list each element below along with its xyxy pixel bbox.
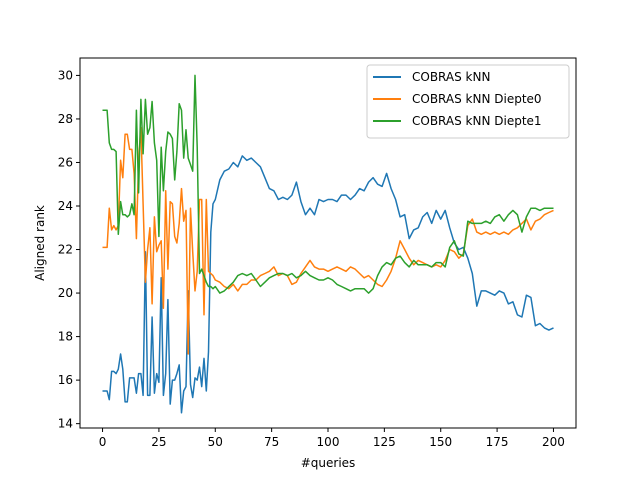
y-axis-label: Aligned rank (33, 205, 47, 281)
series-line-2 (102, 74, 554, 294)
y-tick-label: 18 (58, 330, 73, 344)
y-axis-ticks: 14 16 18 20 22 24 26 28 30 (58, 68, 80, 431)
x-tick-label: 150 (429, 435, 452, 449)
y-tick-label: 30 (58, 68, 73, 82)
series-line-0 (102, 155, 554, 414)
x-tick-label: 175 (486, 435, 509, 449)
y-tick-label: 22 (58, 243, 73, 257)
legend-label-2: COBRAS kNN Diepte1 (412, 114, 542, 128)
x-tick-label: 100 (317, 435, 340, 449)
x-tick-label: 125 (373, 435, 396, 449)
legend-label-1: COBRAS kNN Diepte0 (412, 92, 542, 106)
y-tick-label: 24 (58, 199, 73, 213)
y-tick-label: 26 (58, 155, 73, 169)
x-tick-label: 200 (542, 435, 565, 449)
y-tick-label: 16 (58, 373, 73, 387)
series-line-1 (102, 126, 554, 355)
x-axis-label: #queries (301, 456, 356, 470)
legend-label-0: COBRAS kNN (412, 70, 490, 84)
x-tick-label: 75 (264, 435, 279, 449)
x-tick-label: 50 (208, 435, 223, 449)
y-tick-label: 20 (58, 286, 73, 300)
x-tick-label: 25 (151, 435, 166, 449)
legend-box (366, 64, 570, 139)
x-axis-ticks: 0 25 50 75 100 125 150 175 200 (99, 428, 565, 449)
plot-lines (102, 74, 554, 414)
y-tick-label: 28 (58, 112, 73, 126)
y-tick-label: 14 (58, 417, 73, 431)
legend: COBRAS kNN COBRAS kNN Diepte0 COBRAS kNN… (366, 64, 570, 139)
x-tick-label: 0 (99, 435, 107, 449)
